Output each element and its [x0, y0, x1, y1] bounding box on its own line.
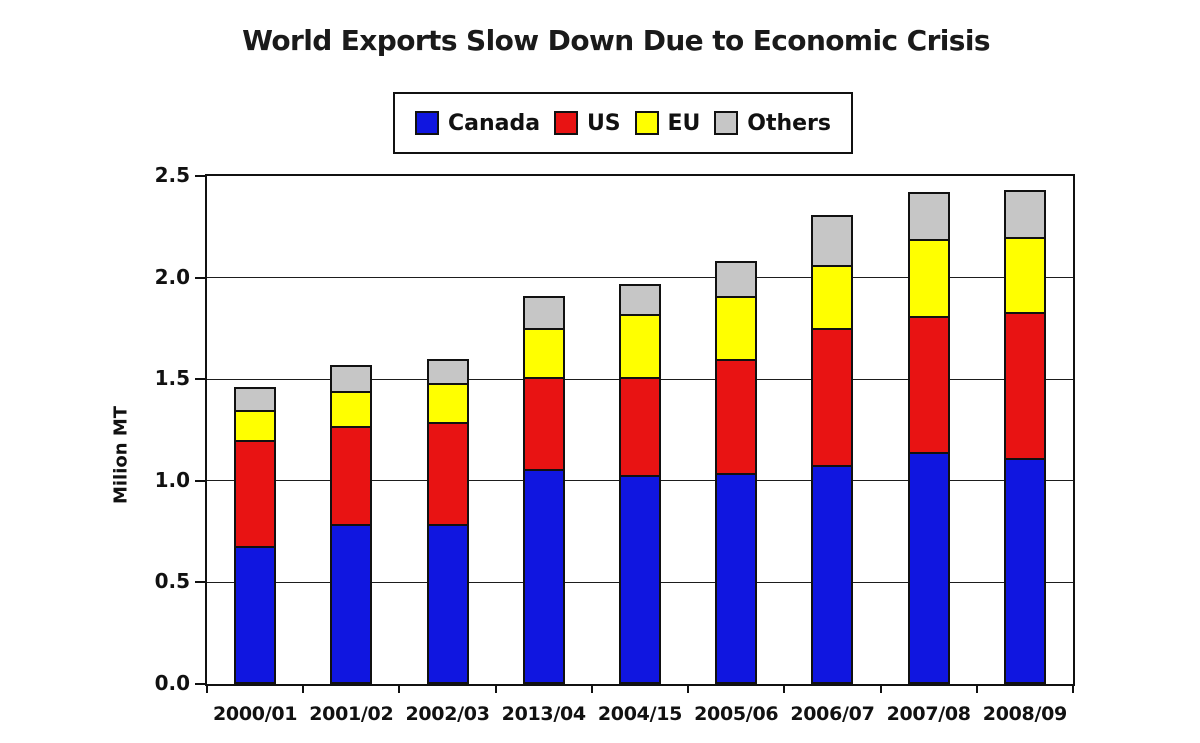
bar-segment-canada-2005/06 — [715, 472, 758, 684]
y-axis-tick — [195, 479, 205, 482]
bar-segment-eu-2004/15 — [619, 314, 661, 380]
legend-swatch-eu — [634, 111, 659, 135]
bar-segment-others-2005/06 — [715, 261, 758, 298]
y-tick-label: 0.5 — [154, 569, 190, 594]
y-axis-tick — [195, 581, 205, 584]
bar-segment-eu-2005/06 — [715, 295, 758, 361]
bar-segment-eu-2006/07 — [811, 265, 854, 331]
y-axis-tick — [195, 175, 205, 177]
bar-segment-us-2001/02 — [330, 425, 373, 526]
x-axis-tick — [879, 684, 882, 693]
bar-segment-canada-2001/02 — [330, 523, 373, 684]
legend-swatch-us — [553, 111, 578, 135]
bar-segment-eu-2002/03 — [426, 383, 469, 424]
x-category-label: 2001/02 — [309, 703, 394, 725]
x-axis-tick — [687, 684, 690, 693]
bar-segment-us-2006/07 — [811, 328, 854, 467]
y-tick-label: 1.5 — [154, 366, 190, 391]
bar-segment-eu-2001/02 — [330, 391, 373, 428]
x-category-label: 2004/15 — [597, 703, 683, 725]
bar-segment-us-2002/03 — [426, 421, 469, 526]
x-axis-tick — [783, 684, 786, 693]
bar-segment-others-2002/03 — [426, 358, 469, 386]
bar-segment-others-2004/15 — [619, 283, 661, 317]
legend-item-us: US — [553, 110, 621, 136]
legend-item-others: Others — [714, 111, 831, 136]
x-category-label: 2006/07 — [790, 703, 875, 725]
legend-item-eu: EU — [634, 110, 701, 136]
bar-segment-eu-2000/01 — [234, 409, 277, 443]
bar-segment-eu-2008/09 — [1003, 237, 1046, 315]
x-axis-tick — [302, 684, 305, 693]
x-category-label: 2005/06 — [694, 703, 779, 725]
legend-label-canada: Canada — [448, 110, 541, 136]
bar-segment-canada-2000/01 — [234, 545, 277, 684]
legend-swatch-others — [714, 111, 739, 135]
y-tick-label: 0.0 — [154, 671, 190, 695]
legend: Canada US EU Others — [393, 92, 853, 154]
x-axis-tick — [206, 684, 208, 693]
x-category-label: 2000/01 — [213, 703, 298, 725]
bar-segment-others-2006/07 — [811, 214, 854, 268]
bar-segment-eu-2013/04 — [522, 328, 565, 380]
bar-segment-us-2005/06 — [715, 358, 758, 475]
y-axis-tick — [195, 276, 205, 279]
bar-segment-us-2004/15 — [619, 377, 661, 477]
x-category-label: 2013/04 — [501, 703, 586, 725]
bar-segment-others-2007/08 — [907, 192, 950, 242]
bar-segment-canada-2008/09 — [1003, 458, 1046, 684]
bar-segment-others-2000/01 — [234, 387, 277, 412]
y-tick-label: 1.0 — [154, 467, 190, 492]
y-tick-label: 2.5 — [154, 163, 190, 187]
legend-label-others: Others — [747, 110, 831, 136]
bar-segment-us-2013/04 — [522, 377, 565, 471]
bar-segment-others-2013/04 — [522, 295, 565, 331]
x-axis-tick — [494, 684, 497, 693]
y-axis-tick — [195, 378, 205, 381]
bar-segment-canada-2002/03 — [426, 523, 469, 684]
bar-segment-canada-2007/08 — [907, 452, 950, 684]
x-axis-tick — [398, 684, 401, 693]
plot-area — [195, 174, 1075, 693]
bar-segment-us-2008/09 — [1003, 312, 1046, 461]
bar-segment-others-2001/02 — [330, 365, 373, 394]
bar-segment-us-2007/08 — [907, 316, 950, 455]
legend-label-us: US — [586, 110, 621, 136]
x-category-label: 2007/08 — [886, 703, 971, 725]
bar-segment-eu-2007/08 — [907, 239, 950, 319]
x-category-label: 2008/09 — [982, 703, 1067, 725]
bar-segment-us-2000/01 — [234, 440, 277, 548]
bar-segment-canada-2004/15 — [619, 474, 661, 684]
bar-segment-others-2008/09 — [1003, 190, 1046, 239]
legend-item-canada: Canada — [415, 111, 540, 136]
gridline — [207, 277, 1073, 279]
legend-swatch-canada — [415, 111, 439, 135]
y-axis-tick — [195, 683, 205, 685]
bar-segment-canada-2013/04 — [522, 468, 565, 684]
legend-label-eu: EU — [667, 110, 701, 136]
bar-segment-canada-2006/07 — [811, 464, 854, 684]
y-tick-label: 2.0 — [154, 264, 190, 289]
x-axis-tick — [975, 684, 978, 693]
x-axis-tick — [590, 684, 593, 693]
x-category-label: 2002/03 — [405, 703, 490, 725]
chart-title: World Exports Slow Down Due to Economic … — [242, 24, 990, 57]
x-axis-tick — [1072, 684, 1074, 693]
